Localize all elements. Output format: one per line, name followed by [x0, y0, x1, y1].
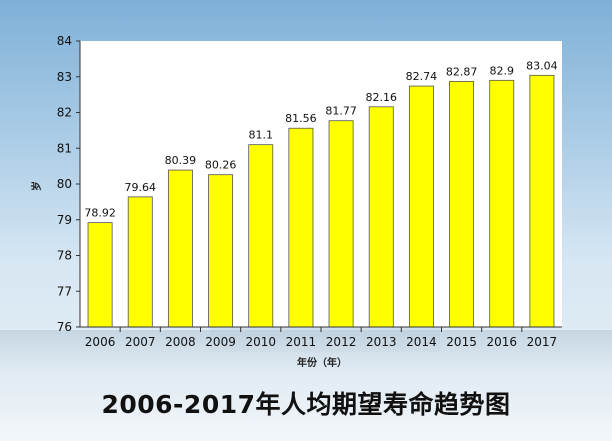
data-label-2006: 78.92	[84, 207, 116, 220]
y-tick-label: 78	[57, 249, 72, 263]
y-tick-label: 80	[57, 177, 72, 191]
y-tick-label: 84	[57, 34, 72, 48]
data-label-2007: 79.64	[125, 181, 157, 194]
x-tick-label-2013: 2013	[366, 335, 397, 349]
x-tick-label-2010: 2010	[245, 335, 276, 349]
y-tick-label: 82	[57, 106, 72, 120]
background-photo	[0, 330, 612, 441]
x-tick-label-2017: 2017	[527, 335, 558, 349]
chart-caption: 2006-2017年人均期望寿命趋势图	[101, 390, 511, 419]
x-tick-label-2011: 2011	[286, 335, 317, 349]
data-label-2015: 82.87	[446, 65, 478, 78]
bar-chart: 76 77 78 79 80 81 82 83 84 78.92 79.64 80.39 80.26 8…	[30, 34, 562, 369]
data-label-2014: 82.74	[406, 70, 438, 83]
y-tick-label: 79	[57, 213, 72, 227]
bar-2015	[449, 80, 475, 328]
x-tick-label-2006: 2006	[85, 335, 116, 349]
x-tick-label-2012: 2012	[326, 335, 357, 349]
bar-2010	[248, 144, 274, 328]
data-label-2016: 82.9	[490, 64, 515, 77]
data-label-2012: 81.77	[325, 105, 357, 118]
bar-2012	[328, 120, 354, 328]
bar-2016	[489, 79, 515, 328]
bar-2008	[167, 169, 193, 328]
x-axis-title: 年份（年）	[297, 356, 347, 369]
data-label-2011: 81.56	[285, 112, 317, 125]
bar-2013	[368, 106, 394, 328]
x-tick-label-2014: 2014	[406, 335, 437, 349]
data-label-2017: 83.04	[526, 59, 558, 72]
bar-2007	[127, 196, 153, 328]
data-label-2009: 80.26	[205, 159, 237, 172]
y-tick-label: 81	[57, 141, 72, 155]
bar-2017	[529, 74, 555, 328]
bar-2014	[408, 85, 434, 328]
bar-2006	[87, 222, 113, 328]
data-label-2008: 80.39	[165, 154, 197, 167]
data-label-2010: 81.1	[249, 129, 274, 142]
y-axis-title: 岁	[30, 181, 43, 191]
bar-series: 78.92 79.64 80.39 80.26 81.1 81.56 81.77 82.16 8…	[84, 59, 558, 328]
bar-2009	[208, 174, 234, 328]
data-label-2013: 82.16	[366, 91, 398, 104]
y-tick-label: 77	[57, 284, 72, 298]
x-tick-label-2009: 2009	[205, 335, 236, 349]
y-axis: 76 77 78 79 80 81 82 83 84	[57, 34, 80, 334]
x-tick-label-2016: 2016	[486, 335, 517, 349]
y-tick-label: 76	[57, 320, 72, 334]
x-tick-label-2008: 2008	[165, 335, 196, 349]
x-tick-label-2015: 2015	[446, 335, 477, 349]
x-tick-label-2007: 2007	[125, 335, 156, 349]
x-axis: 2006 2007 2008 2009 2010 2011 2012 2013 2014 2015…	[85, 327, 557, 349]
y-tick-label: 83	[57, 70, 72, 84]
plot-area	[80, 41, 562, 327]
bar-2011	[288, 127, 314, 328]
